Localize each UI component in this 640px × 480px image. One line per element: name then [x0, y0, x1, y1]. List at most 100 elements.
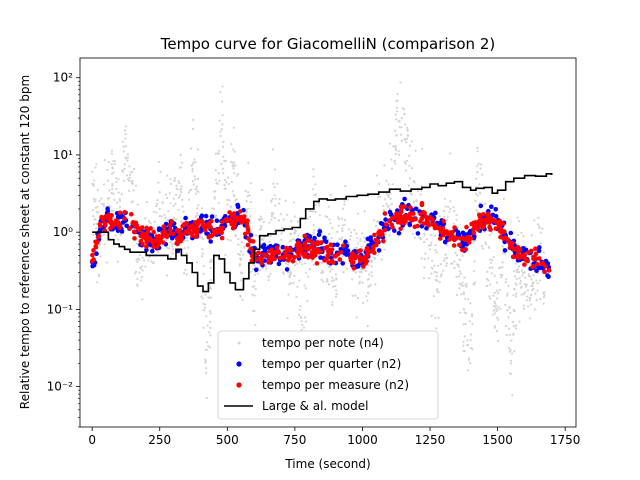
note-point: [464, 297, 467, 300]
note-point: [511, 394, 514, 397]
note-point: [454, 251, 457, 255]
note-point: [117, 178, 120, 181]
note-point: [192, 183, 195, 186]
note-point: [434, 234, 437, 237]
note-point: [527, 305, 530, 308]
note-point: [365, 295, 368, 298]
note-point: [499, 307, 502, 310]
note-point: [150, 260, 153, 263]
note-point: [172, 217, 175, 220]
note-point: [152, 210, 155, 213]
note-point: [536, 223, 540, 226]
quarter-point: [340, 261, 346, 266]
note-point: [414, 149, 417, 152]
note-point: [239, 257, 243, 260]
measure-point: [410, 217, 416, 223]
measure-point: [398, 226, 403, 231]
quarter-point: [415, 231, 421, 236]
note-point: [172, 204, 175, 207]
measure-point: [127, 225, 133, 231]
note-point: [200, 207, 204, 210]
measure-point: [254, 257, 260, 263]
note-point: [209, 334, 212, 337]
measure-point: [468, 236, 474, 241]
note-point: [133, 168, 136, 171]
note-point: [366, 299, 369, 302]
measure-point: [288, 248, 294, 253]
note-point: [259, 269, 262, 272]
note-point: [390, 158, 393, 161]
note-point: [509, 348, 512, 352]
note-point: [330, 236, 333, 240]
note-point: [519, 279, 523, 283]
note-point: [507, 316, 510, 319]
note-point: [306, 217, 309, 220]
note-point: [465, 312, 468, 315]
measure-point: [282, 250, 288, 255]
note-point: [136, 203, 139, 206]
note-point: [355, 316, 358, 319]
note-point: [405, 141, 408, 144]
note-point: [397, 120, 400, 123]
note-point: [237, 172, 240, 176]
measure-point: [232, 223, 237, 228]
note-point: [477, 162, 480, 165]
note-point: [404, 123, 407, 126]
note-point: [309, 215, 312, 218]
note-point: [518, 277, 521, 280]
note-point: [209, 279, 212, 282]
measure-point: [296, 240, 301, 245]
measure-point: [411, 211, 416, 216]
note-point: [514, 282, 517, 285]
note-point: [243, 245, 246, 248]
measure-point: [122, 210, 127, 215]
quarter-point: [90, 263, 95, 269]
note-point: [191, 180, 194, 183]
note-point: [232, 167, 235, 170]
note-point: [484, 202, 487, 205]
note-point: [176, 188, 179, 191]
note-point: [397, 150, 400, 153]
note-point: [519, 286, 522, 289]
measure-point: [167, 223, 173, 228]
note-point: [310, 210, 313, 213]
note-point: [398, 153, 401, 156]
note-point: [182, 272, 186, 275]
quarter-point: [268, 243, 273, 249]
note-point: [498, 288, 501, 292]
note-point: [516, 216, 519, 219]
measure-point: [464, 236, 470, 241]
note-point: [476, 146, 479, 150]
note-point: [435, 251, 438, 254]
note-point: [169, 202, 172, 205]
note-point: [196, 148, 200, 151]
note-point: [465, 285, 468, 288]
note-point: [246, 207, 249, 210]
note-point: [152, 262, 155, 265]
quarter-point: [344, 243, 350, 249]
note-point: [329, 222, 332, 225]
quarter-point: [502, 248, 508, 253]
note-point: [238, 263, 242, 266]
note-point: [475, 177, 478, 180]
quarter-point: [355, 263, 360, 269]
note-point: [469, 302, 472, 305]
note-point: [419, 238, 422, 241]
note-point: [141, 269, 144, 272]
note-point: [214, 216, 217, 219]
measure-point: [481, 212, 486, 217]
measure-point: [302, 233, 308, 239]
note-point: [203, 306, 207, 309]
note-point: [97, 274, 101, 277]
note-point: [95, 227, 98, 230]
note-point: [533, 308, 536, 311]
note-point: [229, 239, 232, 242]
measure-point: [533, 251, 539, 257]
note-point: [94, 198, 97, 201]
note-point: [415, 199, 418, 202]
note-point: [202, 326, 205, 329]
note-point: [359, 237, 362, 240]
quarter-point: [235, 202, 240, 208]
note-point: [282, 218, 285, 221]
note-point: [502, 252, 505, 255]
